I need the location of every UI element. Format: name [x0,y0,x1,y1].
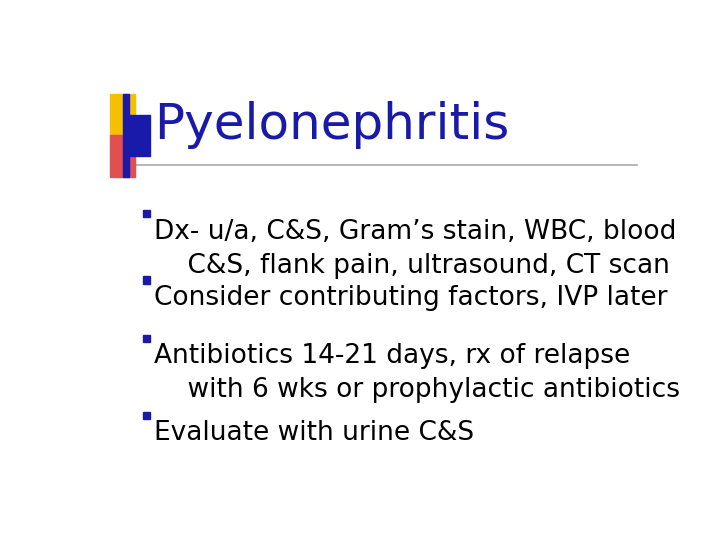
Bar [143,210,150,218]
Text: Consider contributing factors, IVP later: Consider contributing factors, IVP later [154,285,667,311]
Text: Pyelonephritis: Pyelonephritis [154,101,510,149]
Text: Dx- u/a, C&S, Gram’s stain, WBC, blood
    C&S, flank pain, ultrasound, CT scan: Dx- u/a, C&S, Gram’s stain, WBC, blood C… [154,219,677,279]
Bar [125,114,150,156]
Bar [143,276,150,284]
Bar [124,94,129,177]
Bar [109,94,135,136]
Bar [109,136,135,177]
Bar [143,335,150,342]
Text: Antibiotics 14-21 days, rx of relapse
    with 6 wks or prophylactic antibiotics: Antibiotics 14-21 days, rx of relapse wi… [154,343,680,403]
Bar [143,411,150,419]
Text: Evaluate with urine C&S: Evaluate with urine C&S [154,420,474,446]
